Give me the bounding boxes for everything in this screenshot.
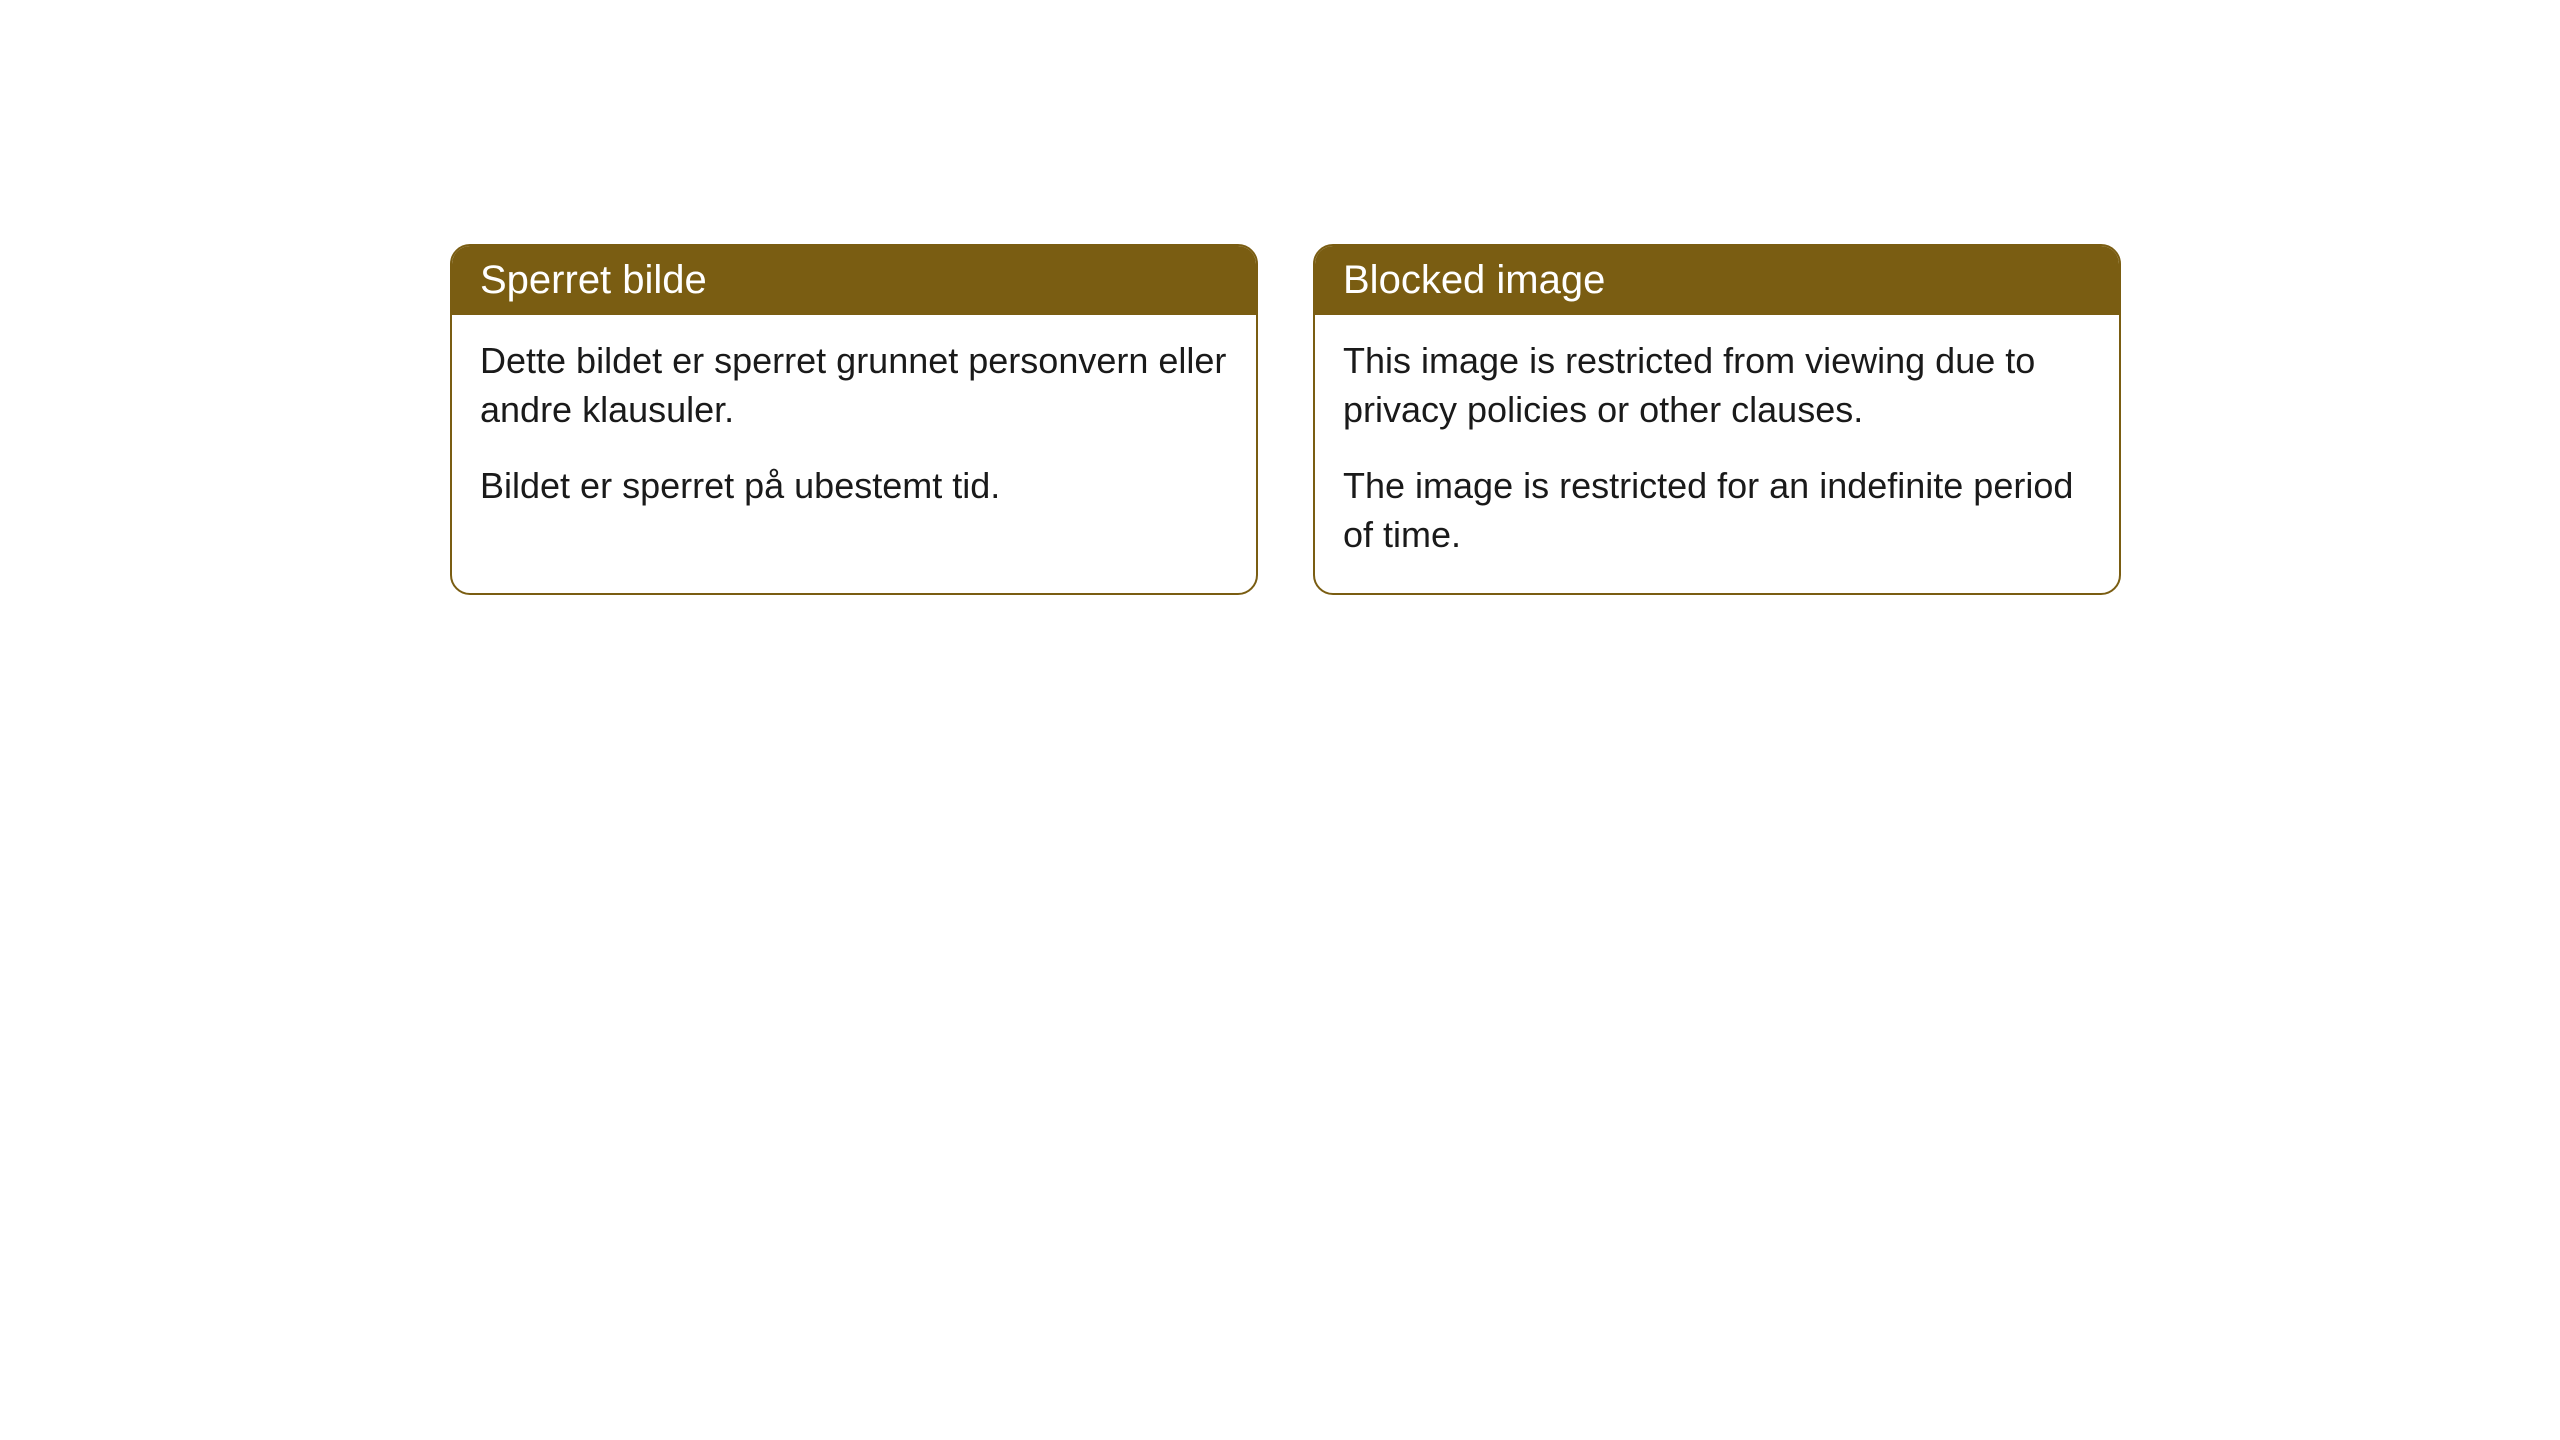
blocked-image-card-norwegian: Sperret bilde Dette bildet er sperret gr… <box>450 244 1258 595</box>
card-header-norwegian: Sperret bilde <box>452 246 1256 315</box>
card-title-norwegian: Sperret bilde <box>480 258 707 302</box>
card-paragraph-norwegian-2: Bildet er sperret på ubestemt tid. <box>480 462 1228 511</box>
card-paragraph-norwegian-1: Dette bildet er sperret grunnet personve… <box>480 337 1228 434</box>
card-paragraph-english-2: The image is restricted for an indefinit… <box>1343 462 2091 559</box>
notice-cards-container: Sperret bilde Dette bildet er sperret gr… <box>450 244 2121 595</box>
card-body-norwegian: Dette bildet er sperret grunnet personve… <box>452 315 1256 545</box>
card-body-english: This image is restricted from viewing du… <box>1315 315 2119 593</box>
card-header-english: Blocked image <box>1315 246 2119 315</box>
blocked-image-card-english: Blocked image This image is restricted f… <box>1313 244 2121 595</box>
card-title-english: Blocked image <box>1343 258 1605 302</box>
card-paragraph-english-1: This image is restricted from viewing du… <box>1343 337 2091 434</box>
